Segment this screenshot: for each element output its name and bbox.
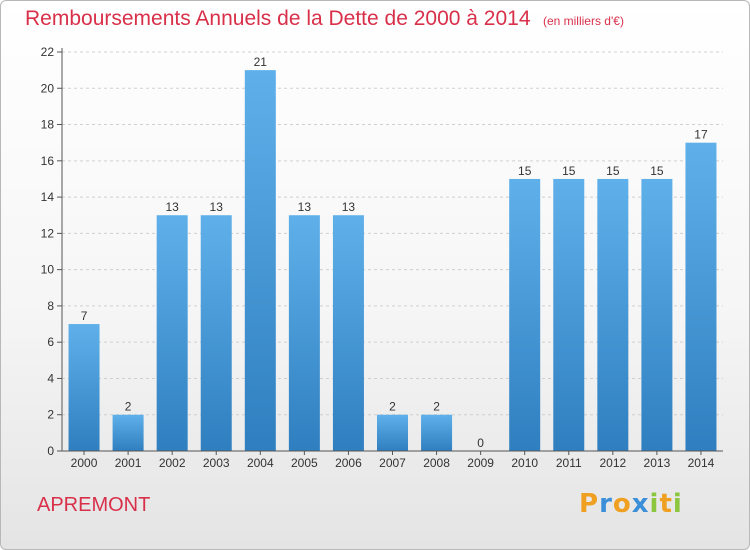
data-label-2001: 2 [125, 400, 132, 414]
y-tick-label-10: 10 [41, 263, 55, 277]
bar-2003 [200, 215, 232, 451]
bar-2002 [156, 215, 188, 451]
y-tick-label-14: 14 [41, 190, 55, 204]
x-tick-label-2003: 2003 [203, 456, 230, 470]
data-label-2010: 15 [518, 164, 532, 178]
y-tick-label-2: 2 [47, 408, 54, 422]
chart-heading: Remboursements Annuels de la Dette de 20… [25, 7, 624, 31]
x-tick-label-2005: 2005 [291, 456, 318, 470]
y-tick-label-4: 4 [47, 371, 54, 385]
brand-letter-2: o [612, 489, 632, 519]
bar-2001 [112, 414, 144, 451]
brand-letter-5: t [659, 489, 673, 519]
data-label-2004: 21 [254, 55, 268, 69]
data-label-2008: 2 [433, 400, 440, 414]
x-tick-label-2010: 2010 [511, 456, 538, 470]
chart-title: Remboursements Annuels de la Dette de 20… [25, 7, 531, 30]
bar-2005 [288, 215, 320, 451]
brand-letter-3: x [631, 489, 650, 519]
data-label-2007: 2 [389, 400, 396, 414]
data-label-2002: 13 [165, 200, 179, 214]
proxiti-logo: Proxiti [579, 489, 683, 519]
data-label-2005: 13 [298, 200, 312, 214]
x-tick-label-2006: 2006 [335, 456, 362, 470]
data-label-2009: 0 [477, 436, 484, 450]
y-tick-label-22: 22 [41, 45, 55, 59]
bar-2013 [641, 178, 673, 452]
chart-subtitle: (en milliers d'€) [542, 14, 624, 28]
brand-letter-4: i [649, 489, 660, 519]
y-tick-label-6: 6 [47, 335, 54, 349]
x-tick-label-2002: 2002 [159, 456, 186, 470]
bar-2011 [553, 178, 585, 452]
data-label-2000: 7 [81, 309, 88, 323]
x-tick-label-2004: 2004 [247, 456, 274, 470]
y-tick-label-16: 16 [41, 154, 55, 168]
data-label-2014: 17 [694, 128, 708, 142]
bar-2012 [597, 178, 629, 452]
x-tick-label-2009: 2009 [467, 456, 494, 470]
y-tick-label-8: 8 [47, 299, 54, 313]
x-tick-label-2013: 2013 [644, 456, 671, 470]
x-tick-label-2000: 2000 [71, 456, 98, 470]
y-tick-label-18: 18 [41, 118, 55, 132]
bars [68, 70, 717, 452]
data-label-2012: 15 [606, 164, 620, 178]
data-label-2006: 13 [342, 200, 356, 214]
x-tick-label-2001: 2001 [115, 456, 142, 470]
x-tick-label-2011: 2011 [556, 456, 582, 470]
x-tick-label-2008: 2008 [423, 456, 450, 470]
brand-letter-0: P [579, 489, 600, 519]
data-label-2003: 13 [210, 200, 224, 214]
bar-2008 [421, 414, 453, 451]
bar-2006 [332, 215, 364, 451]
x-tick-label-2014: 2014 [688, 456, 715, 470]
bar-2014 [685, 142, 717, 451]
bar-2004 [244, 70, 276, 452]
data-label-2013: 15 [650, 164, 664, 178]
y-tick-label-20: 20 [41, 81, 55, 95]
brand-letter-1: r [599, 489, 613, 519]
brand-letter-6: i [672, 489, 683, 519]
data-label-2011: 15 [562, 164, 576, 178]
y-tick-label-0: 0 [47, 444, 54, 458]
x-tick-label-2012: 2012 [599, 456, 626, 470]
data-labels: 7 2 13 13 21 13 13 2 2 0 15 15 15 15 17 [81, 55, 708, 450]
bar-2000 [68, 324, 100, 451]
bar-2007 [377, 414, 408, 451]
bar-2010 [509, 178, 541, 452]
y-tick-label-12: 12 [41, 226, 55, 240]
commune-name: APREMONT [37, 494, 151, 516]
x-tick-label-2007: 2007 [379, 456, 406, 470]
